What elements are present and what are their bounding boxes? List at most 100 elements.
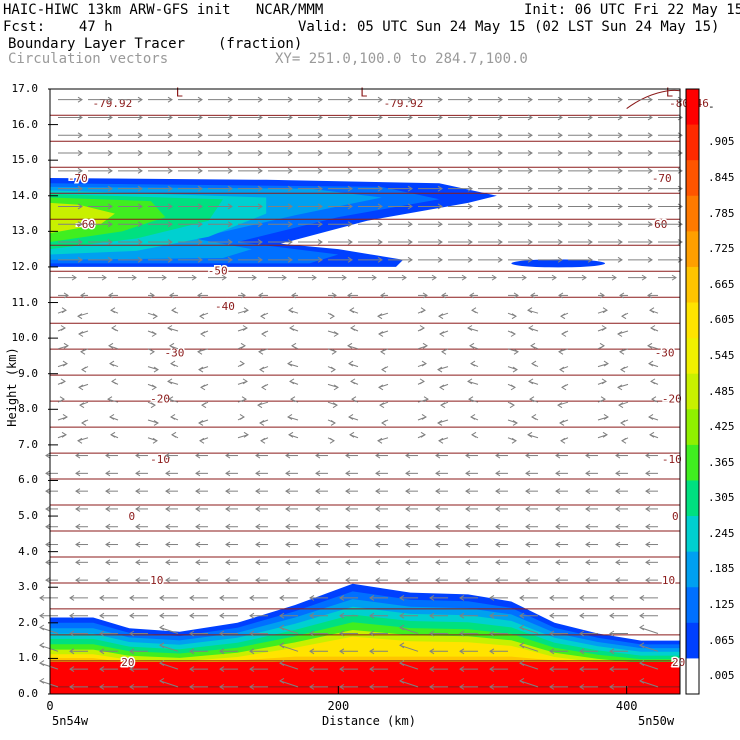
- circulation-vector: [159, 662, 179, 670]
- cross-section-label: XY= 251.0,100.0 to 284.7,100.0: [275, 51, 528, 67]
- circulation-vector-head: [287, 203, 293, 210]
- circulation-vector-head: [79, 402, 85, 409]
- temperature-contour-line: [49, 218, 681, 221]
- circulation-vector-head: [39, 677, 45, 684]
- circulation-vector-head: [77, 221, 83, 228]
- circulation-vector-head: [195, 559, 201, 566]
- circulation-vector-head: [603, 414, 609, 420]
- circulation-vector-head: [348, 360, 354, 367]
- circulation-vector-head: [471, 307, 477, 314]
- circulation-vector-head: [257, 239, 263, 245]
- circulation-vector-head: [153, 420, 159, 426]
- circulation-vector-head: [587, 150, 593, 156]
- circulation-vector-head: [375, 452, 381, 459]
- circulation-vector-head: [195, 470, 201, 477]
- circulation-vector-head: [255, 523, 261, 530]
- circulation-vector-head: [75, 452, 81, 459]
- circulation-vector-head: [225, 559, 231, 566]
- circulation-vector-head: [510, 331, 516, 337]
- circulation-vector-head: [549, 683, 555, 690]
- contour-label: 0: [672, 510, 679, 523]
- circulation-vector-head: [645, 577, 651, 584]
- circulation-vector-head: [197, 114, 203, 121]
- colorbar-label: .005: [708, 669, 735, 683]
- circulation-vector-head: [549, 648, 555, 655]
- circulation-vector-head: [527, 114, 533, 121]
- circulation-vector-head: [407, 150, 413, 156]
- x-tick-label: 200: [327, 699, 350, 713]
- circulation-vector-head: [108, 292, 114, 299]
- circulation-vector-head: [497, 239, 503, 245]
- circulation-vector-head: [77, 167, 83, 174]
- circulation-vector-head: [497, 96, 503, 103]
- circulation-vector-head: [189, 666, 195, 673]
- circulation-vector-head: [167, 132, 173, 139]
- temperature-contour-line: [49, 426, 681, 428]
- circulation-vector-head: [255, 452, 261, 459]
- circulation-vector-head: [617, 331, 623, 337]
- circulation-vector-head: [333, 384, 339, 391]
- circulation-vector-head: [555, 488, 561, 495]
- circulation-vector-head: [309, 648, 315, 655]
- temperature-contour-line: [49, 192, 681, 195]
- circulation-vector: [279, 680, 299, 688]
- circulation-vector-head: [378, 384, 384, 391]
- circulation-vector-head: [645, 523, 651, 530]
- circulation-vector-head: [311, 274, 317, 281]
- circulation-vector-head: [347, 96, 353, 103]
- circulation-vector-head: [75, 470, 81, 477]
- circulation-vector-head: [279, 594, 285, 601]
- circulation-vector-head: [219, 683, 225, 690]
- circulation-vector-head: [219, 594, 225, 601]
- circulation-vector-head: [135, 559, 141, 566]
- circulation-vector-head: [525, 541, 531, 548]
- circulation-vector-head: [641, 274, 647, 281]
- circulation-vector-head: [227, 132, 233, 139]
- circulation-vector-head: [639, 660, 645, 667]
- circulation-vector-head: [200, 384, 206, 391]
- circulation-vector-head: [347, 239, 353, 245]
- circulation-vector-head: [111, 378, 117, 385]
- circulation-vector-head: [525, 523, 531, 530]
- circulation-vector-head: [339, 594, 345, 601]
- circulation-vector-head: [489, 630, 495, 637]
- circulation-vector-head: [439, 331, 445, 337]
- circulation-vector-head: [60, 325, 66, 331]
- circulation-vector-head: [459, 594, 465, 601]
- circulation-vector-head: [377, 313, 383, 320]
- circulation-vector-head: [99, 630, 105, 637]
- circulation-vector-head: [167, 114, 173, 121]
- circulation-vector-head: [497, 114, 503, 121]
- circulation-vector-head: [407, 203, 413, 210]
- circulation-vector-head: [497, 256, 503, 263]
- circulation-vector-head: [348, 414, 354, 420]
- colorbar-label: .905: [708, 135, 735, 149]
- colorbar-swatch: [686, 373, 699, 410]
- circulation-vector-head: [615, 523, 621, 530]
- circulation-vector-head: [279, 642, 285, 649]
- circulation-vector-head: [405, 541, 411, 548]
- circulation-vector-head: [287, 96, 293, 103]
- circulation-vector-head: [227, 114, 233, 121]
- circulation-vector-head: [377, 114, 383, 121]
- circulation-vector-head: [528, 378, 534, 385]
- circulation-vector-head: [555, 541, 561, 548]
- circulation-vector-head: [285, 577, 291, 584]
- circulation-vector-head: [647, 150, 653, 156]
- circulation-vector-head: [243, 307, 249, 314]
- temperature-contour-line: [49, 660, 681, 662]
- circulation-vector-head: [78, 331, 84, 337]
- circulation-vector-head: [677, 203, 683, 210]
- circulation-vector-head: [437, 203, 443, 210]
- y-tick-label: 10.0: [11, 331, 39, 345]
- circulation-vector-head: [345, 523, 351, 530]
- circulation-vector-head: [555, 523, 561, 530]
- circulation-vector-head: [531, 360, 537, 367]
- circulation-vector-head: [639, 594, 645, 601]
- circulation-vector-head: [169, 342, 175, 349]
- circulation-vector-head: [259, 366, 265, 373]
- circulation-vector-head: [380, 292, 386, 299]
- circulation-vector-head: [165, 470, 171, 477]
- circulation-vector-head: [165, 488, 171, 495]
- circulation-vector-head: [619, 292, 625, 299]
